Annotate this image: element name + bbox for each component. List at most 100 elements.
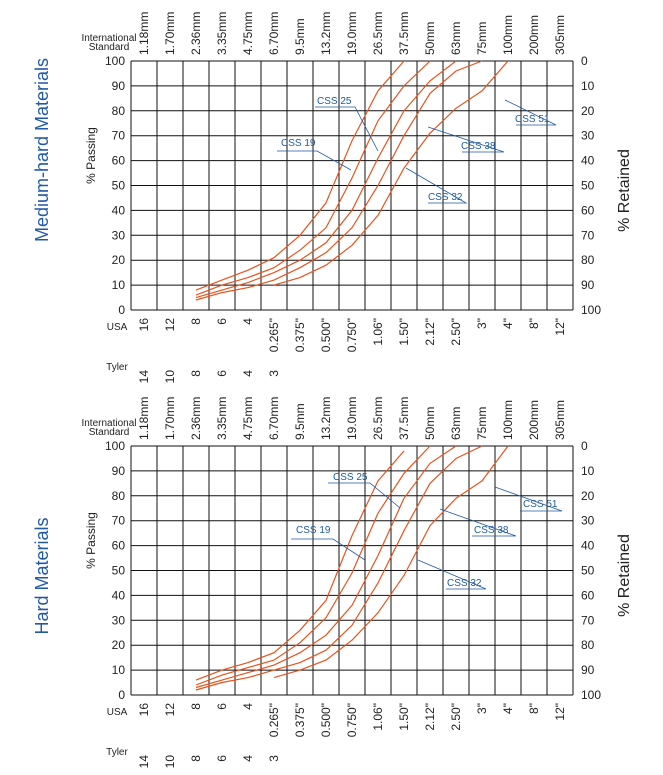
x-tick-label-intl: 6.70mm <box>267 12 281 55</box>
x-tick-label-intl: 63mm <box>449 407 463 440</box>
leader-line <box>504 99 557 126</box>
tyler-label: Tyler <box>106 747 128 758</box>
x-tick-label-tyler: 8 <box>189 370 203 377</box>
intl-label-line2: Standard <box>89 42 130 53</box>
y-tick-label-passing: 80 <box>112 489 126 503</box>
x-tick-label-intl: 100mm <box>501 400 515 440</box>
y-tick-label-passing: 30 <box>112 228 126 242</box>
x-tick-label-intl: 200mm <box>527 15 541 55</box>
y-tick-label-passing: 100 <box>105 439 125 453</box>
x-tick-label-intl: 37.5mm <box>397 397 411 440</box>
x-tick-label-usa: 16 <box>137 318 151 332</box>
y-tick-label-passing: 90 <box>112 79 126 93</box>
series-label: CSS 19 <box>296 525 331 536</box>
y-tick-label-passing: 50 <box>112 564 126 578</box>
chart-panel-1: Medium-hard Materials 0 100 10 90 20 80 30 70 40 6… <box>32 12 633 384</box>
x-tick-label-usa: 3" <box>475 318 489 329</box>
x-tick-label-intl: 3.35mm <box>215 397 229 440</box>
y-tick-label-passing: 60 <box>112 539 126 553</box>
y-tick-label-retained: 30 <box>581 129 595 143</box>
x-tick-label-usa: 1.50" <box>397 318 411 346</box>
series-label: CSS 51 <box>523 499 558 510</box>
tyler-label: Tyler <box>106 362 128 373</box>
x-tick-label-intl: 9.5mm <box>293 403 307 440</box>
x-tick-label-usa: 6 <box>215 703 229 710</box>
leader-line <box>494 486 563 512</box>
leader-line <box>291 538 366 561</box>
series-line-css-38 <box>195 60 483 301</box>
x-tick-label-tyler: 10 <box>163 370 177 384</box>
series-label: CSS 38 <box>474 525 509 536</box>
x-tick-label-intl: 13.2mm <box>319 12 333 55</box>
x-tick-label-tyler: 3 <box>267 370 281 377</box>
x-tick-label-usa: 3" <box>475 703 489 714</box>
y-tick-label-retained: 40 <box>581 539 595 553</box>
x-tick-label-usa: 0.750" <box>345 318 359 352</box>
y-tick-label-retained: 60 <box>581 203 595 217</box>
x-tick-label-tyler: 3 <box>267 755 281 762</box>
x-tick-label-usa: 0.375" <box>293 703 307 737</box>
x-tick-label-intl: 19.0mm <box>345 12 359 55</box>
y-tick-label-retained: 100 <box>581 303 601 317</box>
x-tick-label-usa: 0.375" <box>293 318 307 352</box>
x-tick-label-intl: 4.75mm <box>241 12 255 55</box>
leader-line <box>277 150 352 171</box>
y-axis-label-retained: % Retained <box>616 149 633 232</box>
y-tick-label-passing: 30 <box>112 613 126 627</box>
series-label: CSS 25 <box>333 472 368 483</box>
y-tick-label-retained: 10 <box>581 79 595 93</box>
series-line-css-38 <box>195 445 483 691</box>
x-tick-label-intl: 305mm <box>553 400 567 440</box>
y-tick-label-passing: 80 <box>112 104 126 118</box>
x-tick-label-usa: 16 <box>137 703 151 717</box>
x-tick-label-usa: 8 <box>189 318 203 325</box>
y-tick-label-passing: 40 <box>112 203 126 217</box>
y-tick-label-passing: 0 <box>118 303 125 317</box>
x-tick-label-intl: 19.0mm <box>345 397 359 440</box>
y-tick-label-passing: 100 <box>105 54 125 68</box>
x-tick-label-tyler: 6 <box>215 755 229 762</box>
y-tick-label-retained: 20 <box>581 104 595 118</box>
y-tick-label-retained: 80 <box>581 638 595 652</box>
x-tick-label-usa: 1.06" <box>371 318 385 346</box>
y-tick-label-passing: 70 <box>112 129 126 143</box>
x-tick-label-intl: 9.5mm <box>293 18 307 55</box>
series-label: CSS 32 <box>447 578 482 589</box>
usa-label: USA <box>107 322 128 333</box>
x-tick-label-tyler: 10 <box>163 755 177 769</box>
series-label: CSS 38 <box>461 141 496 152</box>
x-tick-label-usa: 4" <box>501 318 515 329</box>
series-line-css-25 <box>195 445 431 686</box>
leader-line <box>439 508 517 537</box>
x-tick-label-usa: 2.50" <box>449 318 463 346</box>
x-tick-label-intl: 3.35mm <box>215 12 229 55</box>
x-tick-label-usa: 1.06" <box>371 703 385 731</box>
series-label: CSS 32 <box>428 192 463 203</box>
y-tick-label-passing: 40 <box>112 588 126 602</box>
x-tick-label-usa: 12 <box>163 703 177 717</box>
x-tick-label-intl: 4.75mm <box>241 397 255 440</box>
y-tick-label-retained: 0 <box>581 439 588 453</box>
x-tick-label-intl: 50mm <box>423 22 437 55</box>
y-tick-label-passing: 0 <box>118 688 125 702</box>
x-tick-label-intl: 75mm <box>475 22 489 55</box>
x-tick-label-intl: 50mm <box>423 407 437 440</box>
side-title: Medium-hard Materials <box>32 58 52 242</box>
x-tick-label-usa: 8" <box>527 318 541 329</box>
x-tick-label-intl: 1.18mm <box>137 12 151 55</box>
y-tick-label-retained: 30 <box>581 514 595 528</box>
series-label: CSS 19 <box>281 138 316 149</box>
series-line-css-19 <box>195 60 405 291</box>
x-tick-label-intl: 1.70mm <box>163 397 177 440</box>
y-axis-label-retained: % Retained <box>616 534 633 617</box>
x-tick-label-intl: 2.36mm <box>189 12 203 55</box>
leader-line <box>427 126 505 153</box>
y-tick-label-retained: 90 <box>581 663 595 677</box>
x-tick-label-usa: 0.500" <box>319 703 333 737</box>
x-tick-label-tyler: 8 <box>189 755 203 762</box>
y-tick-label-passing: 10 <box>112 663 126 677</box>
series-line-css-25 <box>195 60 431 296</box>
y-tick-label-retained: 20 <box>581 489 595 503</box>
x-tick-label-intl: 6.70mm <box>267 397 281 440</box>
x-tick-label-tyler: 4 <box>241 755 255 762</box>
